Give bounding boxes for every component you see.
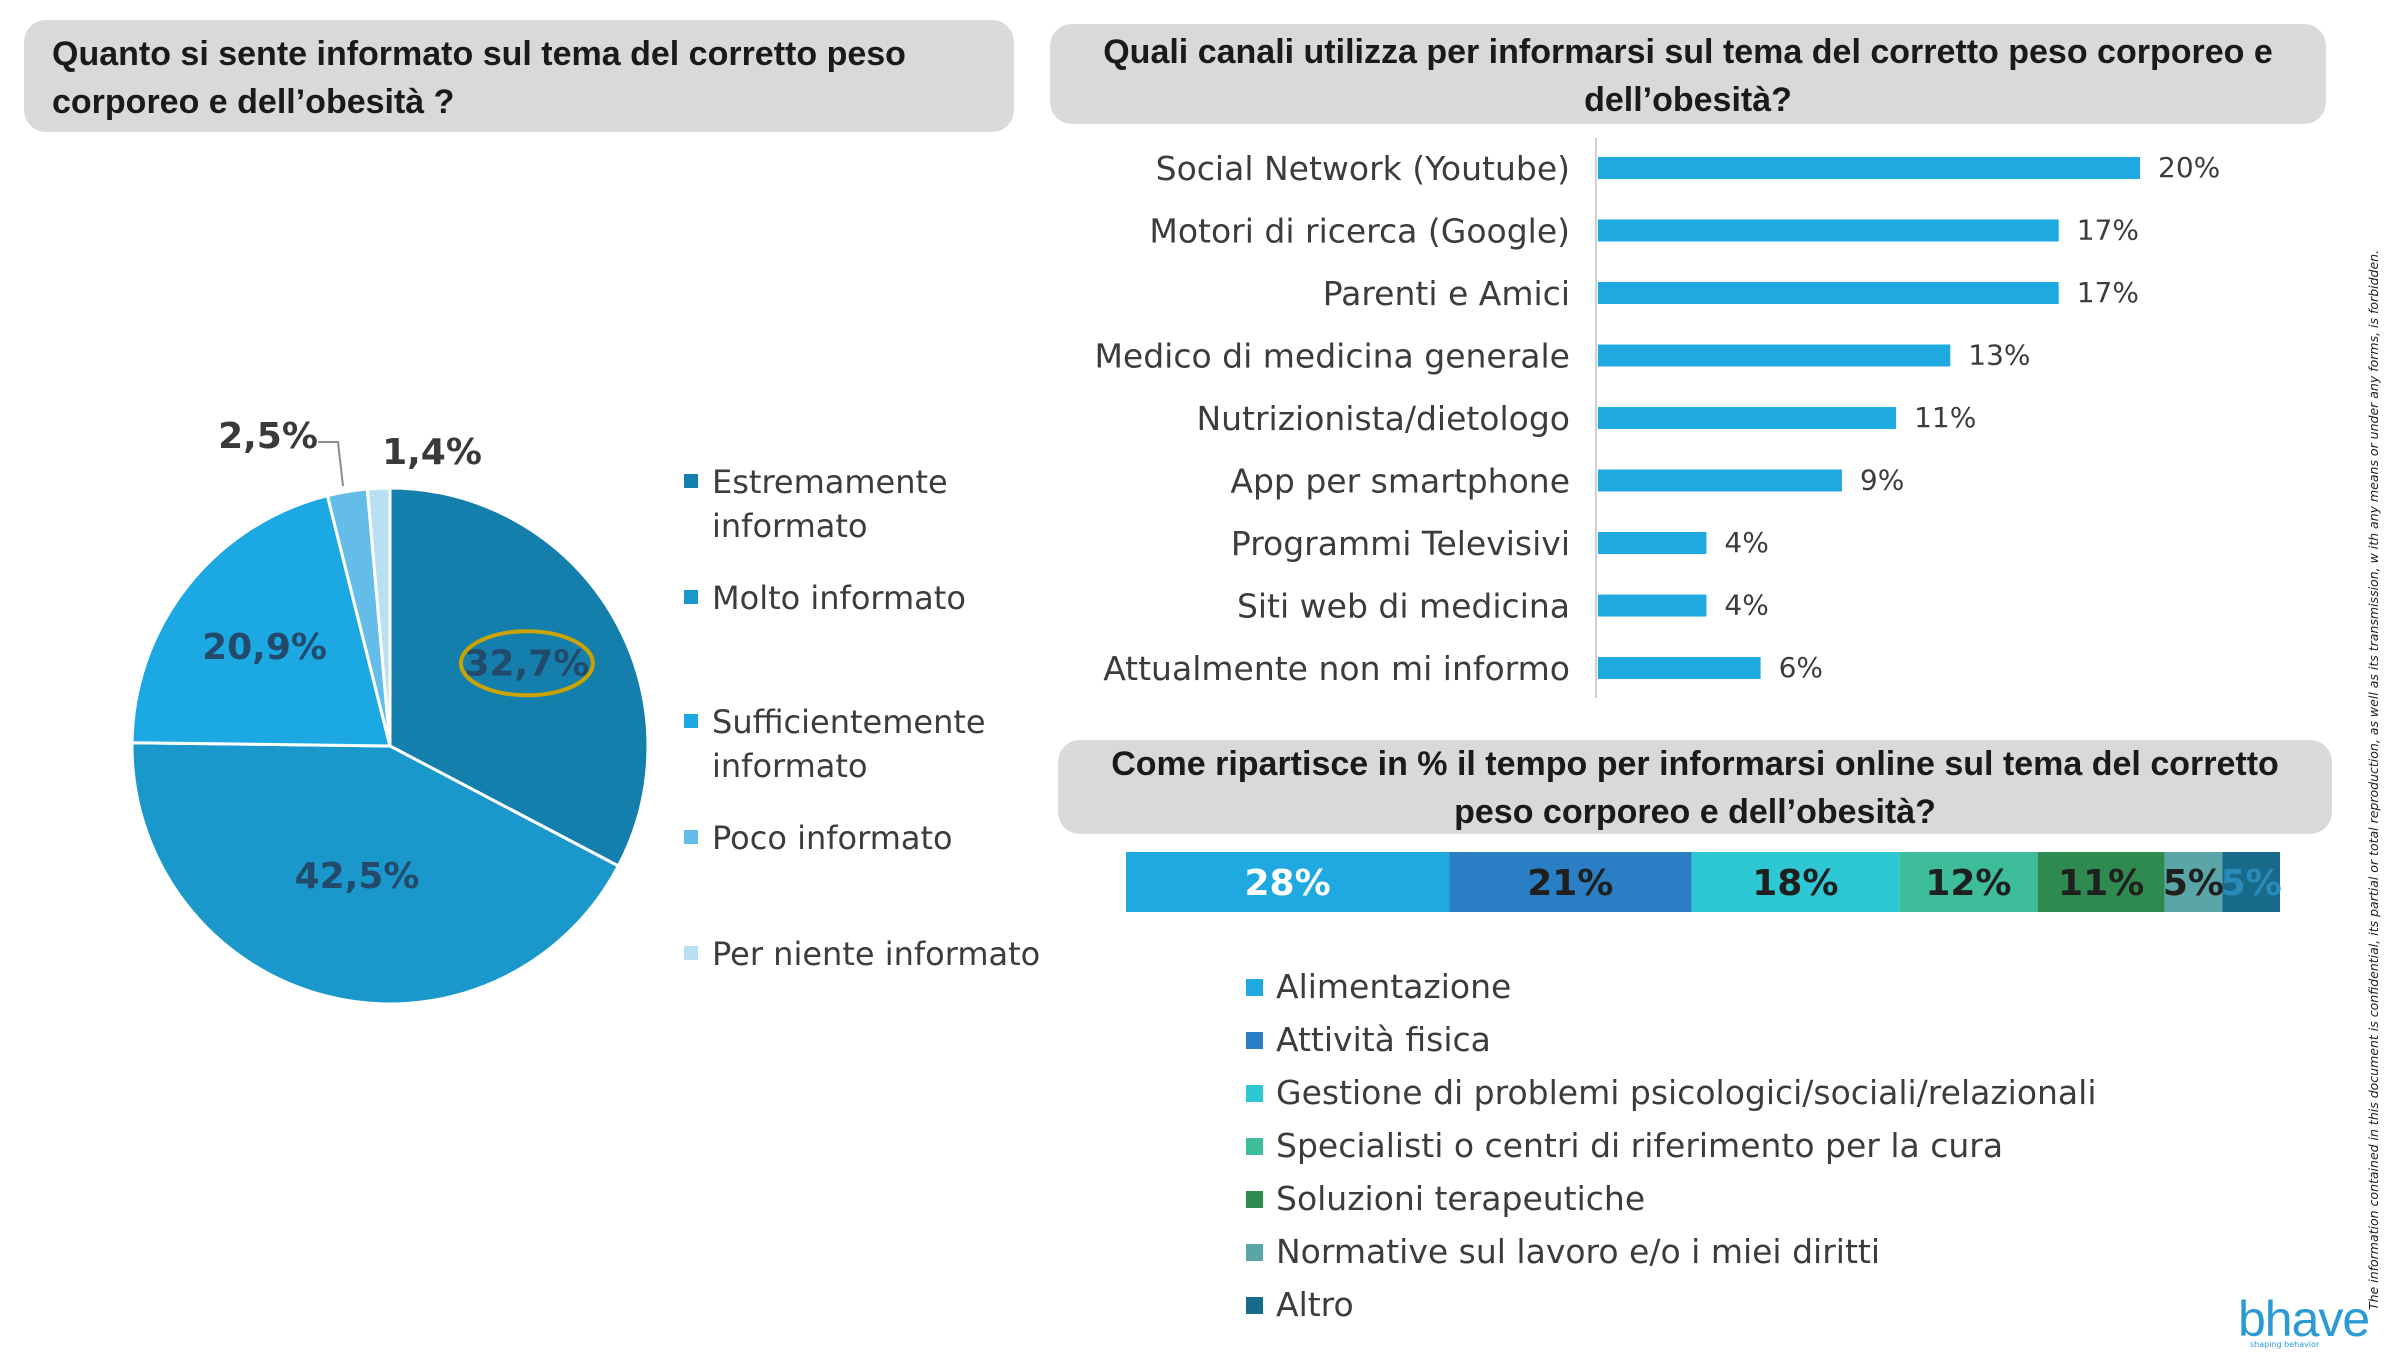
legend-label: Soluzioni terapeutiche: [1276, 1179, 1646, 1218]
time-split-stacked-bar: 28% 21% 18% 12% 11% 5%5%: [1126, 852, 2282, 912]
legend-swatch: [1246, 1085, 1263, 1102]
legend-swatch: [1246, 1244, 1263, 1261]
legend-label: Alimentazione: [1276, 967, 1512, 1006]
channels-chart-title: Quali canali utilizza per informarsi sul…: [1050, 24, 2326, 124]
bar-social-network-youtube: [1598, 157, 2140, 179]
bar-value-label: 20%: [2158, 151, 2220, 184]
bar-category-label: Medico di medicina generale: [1094, 337, 1570, 376]
bar-category-label: Nutrizionista/dietologo: [1196, 399, 1570, 438]
stack-segment-normative-sul-lavoro-e-o-i-miei-diritti: [2164, 852, 2223, 912]
pie-label-poco-informato: 2,5%: [218, 416, 318, 457]
pie-label-estremamente-informato: 32,7%: [464, 643, 589, 684]
bar-category-label: Parenti e Amici: [1323, 274, 1570, 313]
bar-category-label: Attualmente non mi informo: [1103, 649, 1570, 688]
bar-value-label: 4%: [1724, 589, 1768, 622]
bar-motori-di-ricerca-google: [1598, 219, 2059, 242]
pie-chart-title: Quanto si sente informato sul tema del c…: [24, 20, 1014, 132]
pie-label-molto-informato: 42,5%: [295, 856, 420, 897]
bar-value-label: 13%: [1968, 339, 2030, 372]
stack-segment-soluzioni-terapeutiche: [2037, 852, 2165, 912]
legend-swatch: [1246, 1032, 1263, 1049]
legend-swatch: [684, 946, 698, 960]
time-split-chart-title: Come ripartisce in % il tempo per inform…: [1058, 740, 2332, 834]
bar-category-label: Motori di ricerca (Google): [1149, 212, 1570, 251]
pie-slice-molto-informato: [130, 741, 621, 1006]
legend-label: Per niente informato: [712, 935, 1041, 973]
pie-label-per-niente-informato: 1,4%: [382, 432, 482, 473]
bar-value-label: 6%: [1779, 651, 1823, 684]
bar-value-label: 17%: [2077, 214, 2139, 247]
legend-swatch: [1246, 1191, 1263, 1208]
pie-chart: 32,7% 42,5% 20,9% 2,5% 1,4%: [130, 416, 650, 1006]
bar-category-label: App per smartphone: [1230, 462, 1570, 501]
pie-slice-estremamente-informato: [388, 486, 650, 869]
legend-swatch: [1246, 1138, 1263, 1155]
pie-leader-line: [318, 441, 344, 487]
bar-category-label: Social Network (Youtube): [1156, 149, 1570, 188]
legend-label: Normative sul lavoro e/o i miei diritti: [1276, 1232, 1880, 1271]
stack-segment-attivit-fisica: [1449, 852, 1692, 912]
legend-swatch: [684, 830, 698, 844]
legend-label: Sufficientemente informato: [712, 703, 986, 785]
bar-value-label: 11%: [1914, 401, 1976, 434]
pie-slice-per-niente-informato: [365, 486, 392, 747]
pie-slice-sufficientemente-informato: [130, 493, 392, 748]
highlight-ring: [458, 629, 595, 698]
pie-label-sufficientemente-informato: 20,9%: [202, 627, 327, 668]
legend-swatch: [1246, 1297, 1263, 1314]
bar-medico-di-medicina-generale: [1598, 344, 1951, 367]
bar-value-label: 4%: [1724, 526, 1768, 559]
stack-segment-specialisti-o-centri-di-riferimento-per-la-cura: [1899, 852, 2038, 912]
bar-value-label: 9%: [1860, 464, 1904, 497]
stack-segment-label: 11%: [2058, 863, 2144, 904]
bar-category-label: Siti web di medicina: [1237, 587, 1570, 626]
bar-attualmente-non-mi-informo: [1598, 657, 1761, 679]
stack-segment-gestione-di-problemi-psicologici-sociali-relazionali: [1691, 852, 1900, 912]
confidentiality-disclaimer: The information contained in this docume…: [2366, 249, 2381, 1310]
stack-segment-label: 5%: [2221, 863, 2282, 904]
legend-label: Altro: [1276, 1285, 1354, 1324]
legend-swatch: [684, 590, 698, 604]
legend-label: Attività fisica: [1276, 1020, 1491, 1059]
legend-label: Molto informato: [712, 579, 966, 617]
legend-label: Estremamente informato: [712, 463, 948, 545]
channels-bar-chart: Social Network (Youtube) 20% Motori di ric…: [1094, 138, 2220, 698]
stack-segment-label: 5%: [2163, 863, 2224, 904]
bar-category-label: Programmi Televisivi: [1231, 524, 1570, 563]
bar-nutrizionista-dietologo: [1598, 407, 1897, 429]
stack-segment-label: 18%: [1752, 863, 1838, 904]
bar-app-per-smartphone: [1598, 469, 1842, 492]
stack-segment-label: 12%: [1925, 863, 2011, 904]
legend-swatch: [684, 474, 698, 488]
bar-programmi-televisivi: [1598, 532, 1707, 554]
stack-segment-alimentazione: [1126, 852, 1450, 912]
bar-parenti-e-amici: [1598, 282, 2059, 304]
legend-swatch: [684, 714, 698, 728]
bhave-logo-tagline: shaping behavior: [2250, 1340, 2320, 1349]
bar-value-label: 17%: [2077, 276, 2139, 309]
legend-label: Specialisti o centri di riferimento per …: [1276, 1126, 2004, 1165]
legend-swatch: [1246, 979, 1263, 996]
stack-segment-label: 28%: [1244, 863, 1330, 904]
legend-label: Poco informato: [712, 819, 953, 857]
bhave-logo: bhave: [2238, 1291, 2370, 1347]
stack-segment-label: 21%: [1527, 863, 1613, 904]
bar-siti-web-di-medicina: [1598, 594, 1707, 617]
legend-label: Gestione di problemi psicologici/sociali…: [1276, 1073, 2097, 1112]
stack-segment-altro: [2222, 852, 2280, 912]
